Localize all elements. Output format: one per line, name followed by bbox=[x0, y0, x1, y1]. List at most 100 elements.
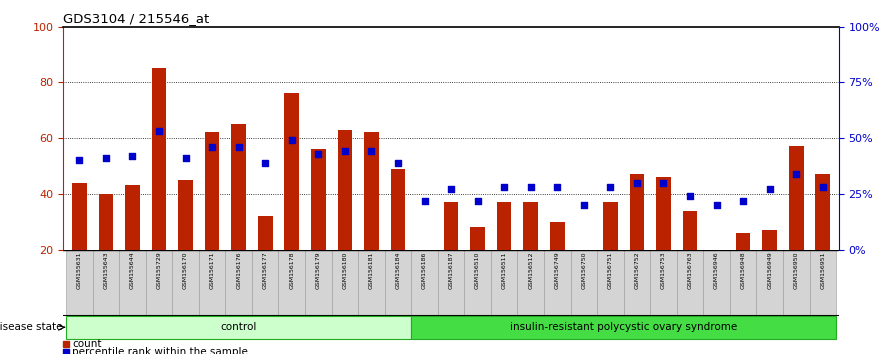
Bar bbox=[470, 227, 485, 305]
FancyBboxPatch shape bbox=[145, 250, 173, 316]
Point bbox=[152, 129, 166, 134]
Point bbox=[577, 202, 591, 208]
Text: GSM156171: GSM156171 bbox=[210, 252, 215, 289]
FancyBboxPatch shape bbox=[331, 250, 359, 316]
FancyBboxPatch shape bbox=[650, 250, 677, 316]
FancyBboxPatch shape bbox=[66, 316, 411, 339]
Text: GSM156184: GSM156184 bbox=[396, 252, 401, 289]
Text: GSM156176: GSM156176 bbox=[236, 252, 241, 289]
FancyBboxPatch shape bbox=[278, 250, 305, 316]
Point bbox=[365, 149, 379, 154]
Point bbox=[99, 155, 113, 161]
Text: GSM156170: GSM156170 bbox=[183, 252, 188, 289]
Text: GSM156181: GSM156181 bbox=[369, 252, 374, 289]
Bar bbox=[788, 147, 803, 305]
FancyBboxPatch shape bbox=[677, 250, 703, 316]
Bar bbox=[683, 211, 698, 305]
Bar bbox=[656, 177, 670, 305]
Text: GSM155631: GSM155631 bbox=[77, 252, 82, 289]
FancyBboxPatch shape bbox=[729, 250, 757, 316]
Text: GSM156763: GSM156763 bbox=[687, 252, 692, 289]
Bar bbox=[178, 180, 193, 305]
FancyBboxPatch shape bbox=[783, 250, 810, 316]
Point bbox=[763, 187, 777, 192]
Bar bbox=[523, 202, 538, 305]
Bar bbox=[444, 202, 458, 305]
Text: GSM156948: GSM156948 bbox=[741, 252, 745, 289]
Point bbox=[603, 184, 618, 190]
Bar bbox=[550, 222, 565, 305]
Text: GSM156950: GSM156950 bbox=[794, 252, 799, 289]
Bar bbox=[364, 132, 379, 305]
Bar bbox=[418, 250, 432, 305]
FancyBboxPatch shape bbox=[624, 250, 650, 316]
Bar bbox=[736, 233, 751, 305]
Bar bbox=[72, 183, 86, 305]
Text: insulin-resistant polycystic ovary syndrome: insulin-resistant polycystic ovary syndr… bbox=[510, 322, 737, 332]
Bar bbox=[125, 185, 140, 305]
Text: GSM156187: GSM156187 bbox=[448, 252, 454, 289]
Point bbox=[789, 171, 803, 177]
FancyBboxPatch shape bbox=[411, 316, 836, 339]
Bar bbox=[709, 266, 724, 305]
Bar bbox=[63, 342, 69, 347]
Point bbox=[59, 349, 73, 354]
FancyBboxPatch shape bbox=[119, 250, 145, 316]
Point bbox=[232, 144, 246, 150]
FancyBboxPatch shape bbox=[226, 250, 252, 316]
Bar bbox=[576, 252, 591, 305]
Text: GSM156949: GSM156949 bbox=[767, 252, 772, 289]
FancyBboxPatch shape bbox=[810, 250, 836, 316]
Bar bbox=[337, 130, 352, 305]
Point bbox=[497, 184, 511, 190]
FancyBboxPatch shape bbox=[464, 250, 491, 316]
Point bbox=[523, 184, 537, 190]
Bar bbox=[390, 169, 405, 305]
Text: GSM156177: GSM156177 bbox=[263, 252, 268, 289]
Text: GSM156752: GSM156752 bbox=[634, 252, 640, 289]
Point bbox=[258, 160, 272, 165]
FancyBboxPatch shape bbox=[757, 250, 783, 316]
Text: GSM156512: GSM156512 bbox=[529, 252, 533, 289]
FancyBboxPatch shape bbox=[199, 250, 226, 316]
Bar bbox=[258, 216, 272, 305]
FancyBboxPatch shape bbox=[438, 250, 464, 316]
Bar bbox=[497, 202, 512, 305]
Point bbox=[418, 198, 432, 203]
Bar bbox=[285, 93, 299, 305]
FancyBboxPatch shape bbox=[66, 250, 93, 316]
Text: GSM156749: GSM156749 bbox=[555, 252, 559, 289]
Point bbox=[444, 187, 458, 192]
Point bbox=[285, 137, 299, 143]
Bar bbox=[762, 230, 777, 305]
Bar bbox=[152, 68, 167, 305]
Bar bbox=[311, 149, 326, 305]
Bar bbox=[232, 124, 246, 305]
Point bbox=[391, 160, 405, 165]
Text: GSM156178: GSM156178 bbox=[289, 252, 294, 289]
Text: GSM156946: GSM156946 bbox=[714, 252, 719, 289]
FancyBboxPatch shape bbox=[544, 250, 571, 316]
Text: GSM156753: GSM156753 bbox=[661, 252, 666, 289]
Point bbox=[656, 180, 670, 185]
Text: GSM156179: GSM156179 bbox=[315, 252, 321, 289]
FancyBboxPatch shape bbox=[305, 250, 331, 316]
Point bbox=[630, 180, 644, 185]
Bar bbox=[816, 174, 830, 305]
Bar bbox=[603, 202, 618, 305]
Point bbox=[72, 158, 86, 163]
Text: count: count bbox=[72, 339, 101, 349]
Text: GSM156951: GSM156951 bbox=[820, 252, 825, 289]
Point bbox=[337, 149, 352, 154]
Text: GSM156186: GSM156186 bbox=[422, 252, 427, 289]
Point bbox=[683, 193, 697, 199]
FancyBboxPatch shape bbox=[173, 250, 199, 316]
FancyBboxPatch shape bbox=[93, 250, 119, 316]
Text: GSM155729: GSM155729 bbox=[157, 252, 161, 289]
Point bbox=[737, 198, 751, 203]
Point bbox=[179, 155, 193, 161]
Point bbox=[551, 184, 565, 190]
Text: GSM156180: GSM156180 bbox=[343, 252, 347, 289]
Text: GSM156510: GSM156510 bbox=[475, 252, 480, 289]
Point bbox=[709, 202, 723, 208]
